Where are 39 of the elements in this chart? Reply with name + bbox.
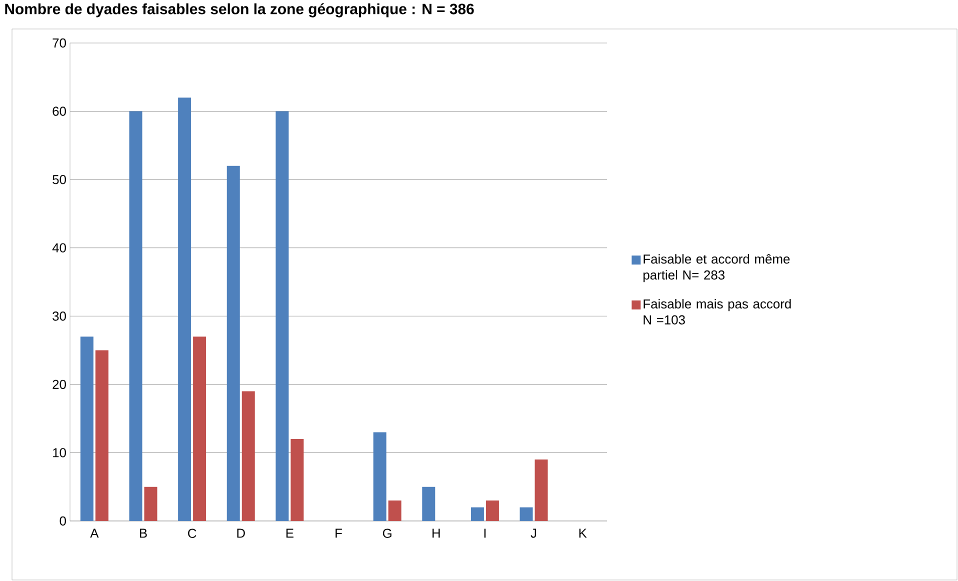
bar bbox=[290, 439, 304, 521]
y-tick-label: 40 bbox=[52, 243, 66, 252]
bar bbox=[226, 166, 240, 521]
bar bbox=[276, 111, 289, 521]
y-tick-label: 10 bbox=[53, 448, 66, 458]
x-tick-label: E bbox=[286, 528, 294, 538]
bar bbox=[520, 507, 533, 521]
x-tick-label: H bbox=[432, 528, 440, 538]
y-tick-label: 60 bbox=[52, 106, 66, 116]
x-tick-label: C bbox=[188, 528, 196, 538]
bar bbox=[470, 507, 484, 521]
bar bbox=[242, 391, 255, 521]
bar bbox=[422, 486, 436, 521]
bar bbox=[95, 350, 108, 521]
legend-label: Faisable et accord même partiel N= 283 bbox=[643, 254, 790, 282]
bar bbox=[129, 111, 142, 521]
bar bbox=[486, 500, 499, 521]
chart-title: Nombre de dyades faisables selon la zone géographique : N = 386 bbox=[5, 3, 474, 18]
x-tick-label: F bbox=[336, 528, 342, 538]
y-tick-label: 70 bbox=[52, 38, 66, 48]
x-tick-label: I bbox=[484, 528, 486, 538]
x-tick-label: A bbox=[90, 528, 99, 538]
bar bbox=[144, 486, 158, 521]
x-tick-label: J bbox=[530, 528, 536, 538]
bar bbox=[373, 432, 386, 521]
legend-label: Faisable mais pas accord N =103 bbox=[644, 298, 791, 324]
bar bbox=[193, 336, 206, 521]
x-tick-label: B bbox=[140, 528, 147, 538]
bar bbox=[178, 98, 192, 521]
x-tick-label: D bbox=[237, 528, 245, 538]
bar bbox=[534, 460, 548, 521]
y-tick-label: 0 bbox=[60, 516, 66, 526]
bar bbox=[80, 336, 94, 521]
y-tick-label: 50 bbox=[52, 174, 66, 184]
bar bbox=[388, 500, 402, 521]
x-tick-label: K bbox=[579, 528, 587, 538]
y-tick-label: 30 bbox=[52, 312, 66, 321]
x-tick-label: G bbox=[382, 528, 392, 538]
y-tick-label: 20 bbox=[52, 380, 66, 389]
